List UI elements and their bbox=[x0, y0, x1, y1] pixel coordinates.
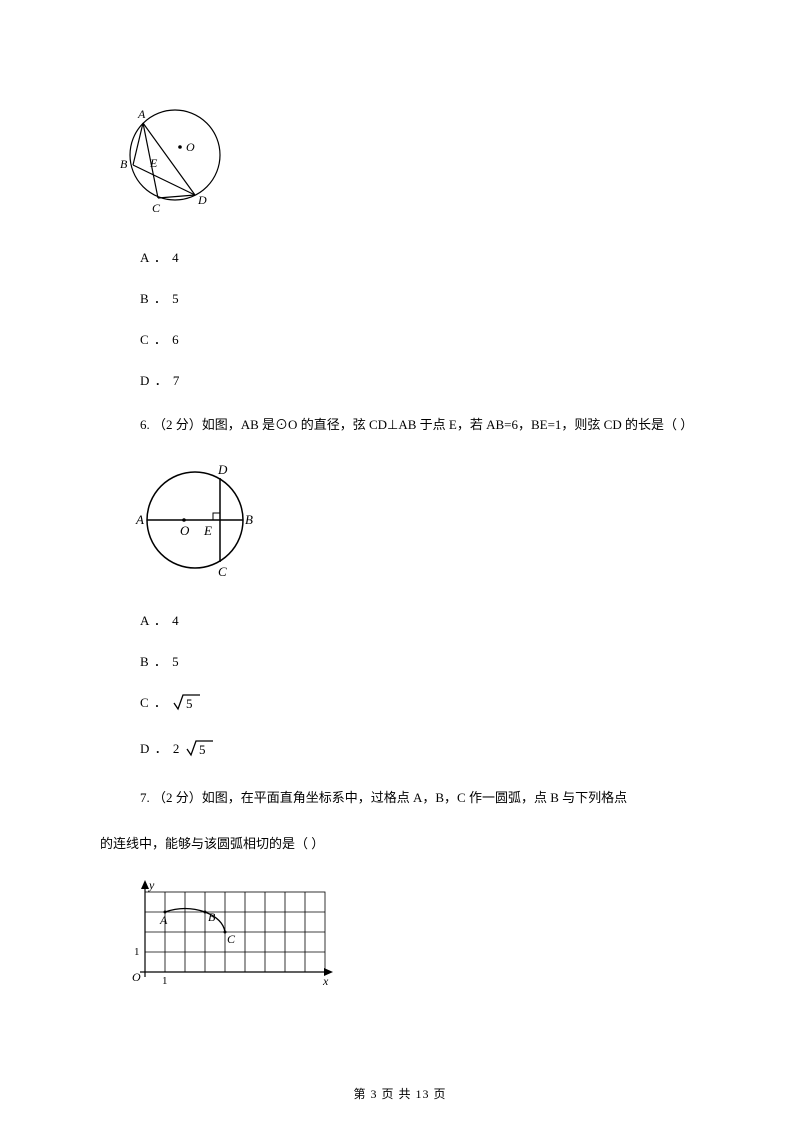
q6-figure: A B D C O E bbox=[120, 458, 740, 588]
label-E: E bbox=[149, 156, 158, 170]
q6-stem: 6. （2 分）如图，AB 是⊙O 的直径，弦 CD⊥AB 于点 E，若 AB=… bbox=[100, 411, 740, 440]
label-D: D bbox=[217, 462, 228, 477]
sqrt-5-icon: 5 bbox=[185, 738, 215, 762]
label-1y: 1 bbox=[134, 946, 140, 958]
label-x: x bbox=[322, 974, 329, 988]
q6-option-B: B ． 5 bbox=[140, 651, 740, 670]
page-footer: 第 3 页 共 13 页 bbox=[0, 1085, 800, 1102]
label-E: E bbox=[203, 523, 212, 538]
page-number: 第 3 页 共 13 页 bbox=[353, 1087, 446, 1101]
q7-figure: A B C O 1 1 y x bbox=[115, 877, 740, 1002]
page-content: O A B C D E A ． 4 B ． 5 C ． 6 D ． 7 bbox=[100, 100, 740, 1002]
q6-option-A: A ． 4 bbox=[140, 610, 740, 629]
q5-option-A: A ． 4 bbox=[140, 247, 740, 266]
label-A: A bbox=[159, 913, 168, 927]
svg-text:5: 5 bbox=[199, 742, 207, 757]
q7-stem: 7. （2 分）如图，在平面直角坐标系中，过格点 A，B，C 作一圆弧，点 B … bbox=[100, 784, 740, 813]
q6-stem-text: 6. （2 分）如图，AB 是⊙O 的直径，弦 CD⊥AB 于点 E，若 AB=… bbox=[140, 417, 693, 432]
label-C: C bbox=[218, 564, 227, 579]
q6-option-C-prefix: C ． bbox=[140, 695, 168, 710]
q6-option-C: C ． 5 bbox=[140, 692, 740, 716]
label-A: A bbox=[137, 107, 146, 121]
label-B: B bbox=[120, 157, 128, 171]
q5-option-C: C ． 6 bbox=[140, 329, 740, 348]
q6-option-D-prefix: D ． 2 bbox=[140, 741, 180, 756]
label-O: O bbox=[180, 523, 190, 538]
q6-circle-diagram: A B D C O E bbox=[120, 458, 270, 583]
q5-option-D: D ． 7 bbox=[140, 370, 740, 389]
label-1x: 1 bbox=[162, 975, 168, 987]
q7-grid-diagram: A B C O 1 1 y x bbox=[115, 877, 345, 997]
q7-stem-line2: 的连线中，能够与该圆弧相切的是（ ） bbox=[100, 836, 324, 851]
label-B: B bbox=[208, 910, 216, 924]
label-C: C bbox=[227, 932, 236, 946]
q7-stem-line1: 7. （2 分）如图，在平面直角坐标系中，过格点 A，B，C 作一圆弧，点 B … bbox=[140, 790, 627, 805]
label-D: D bbox=[197, 193, 207, 207]
document-page: O A B C D E A ． 4 B ． 5 C ． 6 D ． 7 bbox=[0, 0, 800, 1132]
sqrt-5-icon: 5 bbox=[172, 692, 202, 716]
label-A: A bbox=[135, 512, 144, 527]
label-y: y bbox=[148, 878, 155, 892]
label-B: B bbox=[245, 512, 253, 527]
q7-stem-cont: 的连线中，能够与该圆弧相切的是（ ） bbox=[100, 830, 740, 859]
label-C: C bbox=[152, 201, 161, 215]
label-O: O bbox=[132, 970, 141, 984]
q5-figure: O A B C D E bbox=[100, 100, 740, 225]
q5-circle-diagram: O A B C D E bbox=[100, 100, 240, 220]
q6-option-D: D ． 2 5 bbox=[140, 738, 740, 762]
q5-option-B: B ． 5 bbox=[140, 288, 740, 307]
label-O: O bbox=[186, 140, 195, 154]
svg-text:5: 5 bbox=[186, 696, 194, 711]
